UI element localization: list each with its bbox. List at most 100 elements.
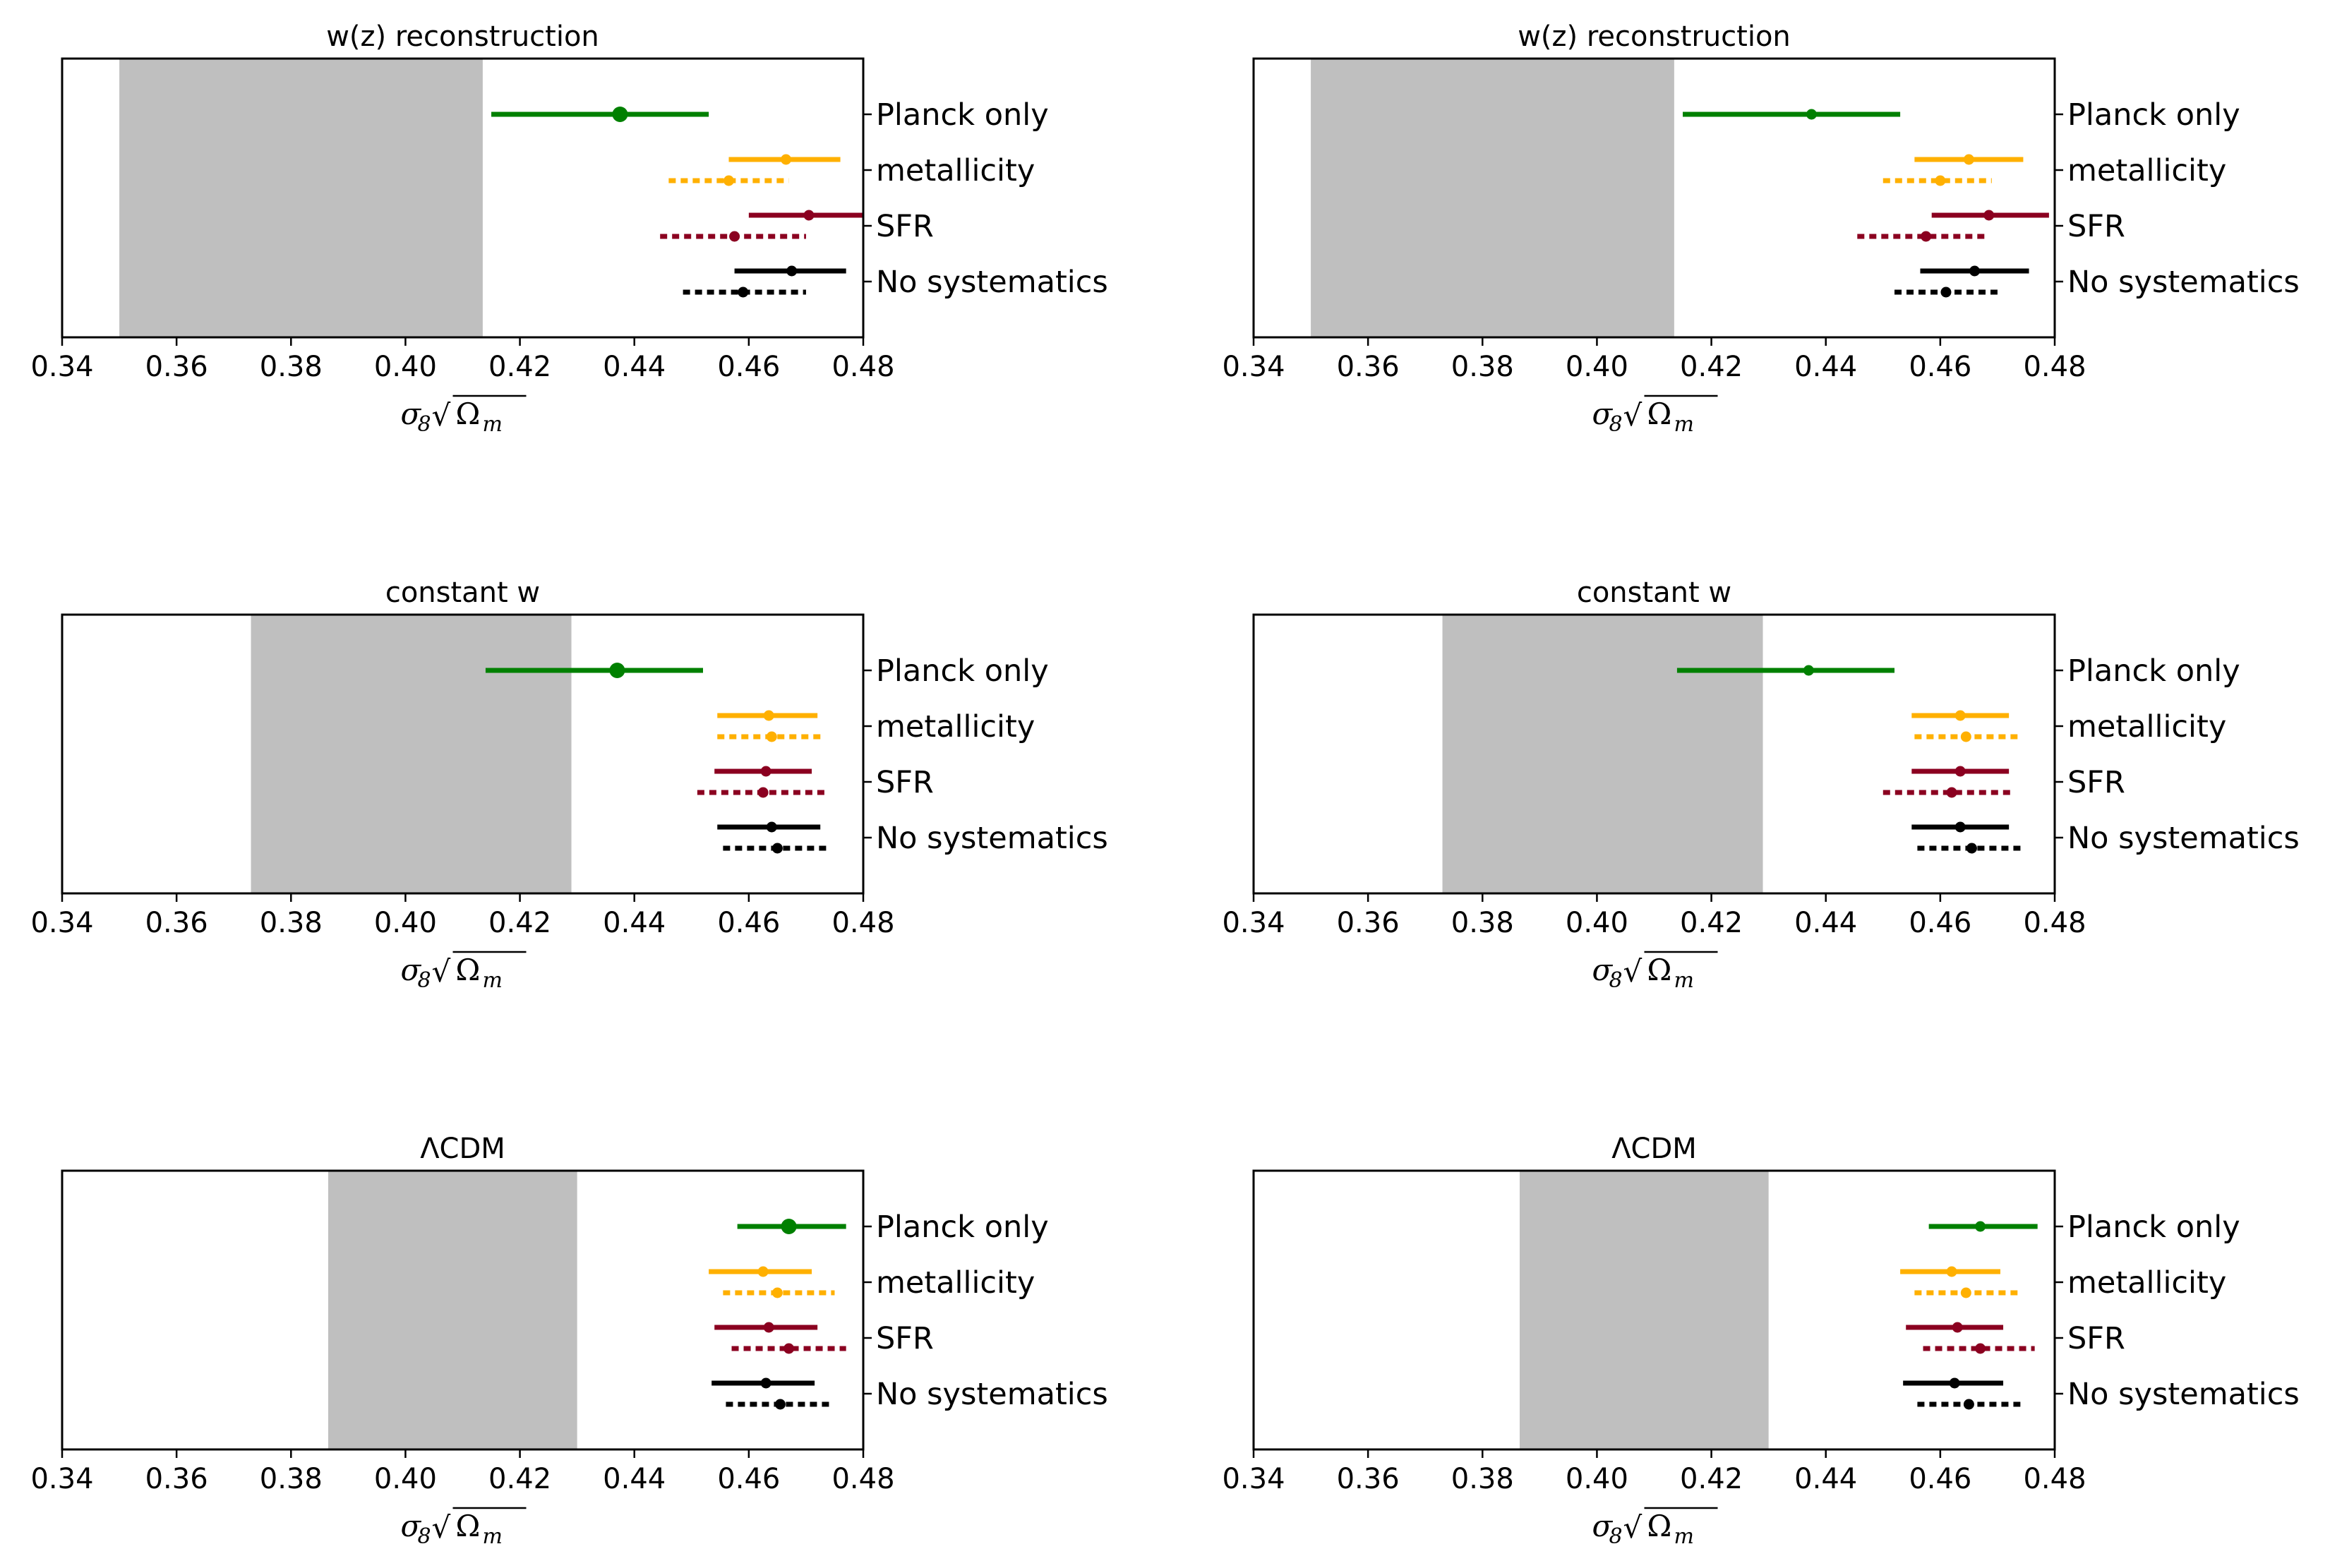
x-tick-label: 0.38 — [260, 351, 323, 383]
x-tick-label: 0.36 — [145, 351, 208, 383]
svg-text:Ω: Ω — [456, 953, 481, 987]
x-tick-label: 0.34 — [30, 351, 93, 383]
x-tick-label: 0.48 — [2023, 351, 2086, 383]
errorbar-point-sfr — [1954, 766, 1966, 777]
errorbar-point-metallicity — [766, 731, 777, 742]
svg-text:√: √ — [432, 954, 451, 989]
panel-6: ΛCDM 0.34 0.36 0.38 0.40 0.42 0.44 0.46 0.48 Plan… — [1222, 1133, 2299, 1549]
panel-title: ΛCDM — [420, 1133, 505, 1165]
x-tick-label: 0.40 — [1566, 1463, 1628, 1495]
x-tick-label: 0.40 — [374, 351, 437, 383]
x-tick-label: 0.36 — [145, 907, 208, 939]
row-label: No systematics — [876, 821, 1108, 856]
errorbar-point-metallicity — [757, 1266, 769, 1277]
panel-4: constant w 0.34 0.36 0.38 0.40 0.42 0.44 0.46 0.… — [1222, 577, 2299, 993]
x-tick-label: 0.40 — [1566, 351, 1628, 383]
reference-band — [328, 1171, 577, 1449]
x-tick-label: 0.34 — [30, 1463, 93, 1495]
errorbar-point-planck-only — [1803, 665, 1814, 676]
errorbar-point-sfr — [1975, 1343, 1986, 1354]
errorbar-point-no-systematics — [786, 265, 798, 277]
errorbar-point-no-systematics — [738, 287, 749, 298]
svg-text:m: m — [483, 1524, 503, 1549]
reference-band — [1519, 1171, 1769, 1449]
panel-2: w(z) reconstruction 0.34 0.36 0.38 0.40 0.42 0… — [1222, 20, 2299, 437]
x-tick-label: 0.40 — [374, 1463, 437, 1495]
errorbar-point-metallicity — [1963, 154, 1974, 165]
svg-text:m: m — [1674, 412, 1694, 437]
panel-5: ΛCDM 0.34 0.36 0.38 0.40 0.42 0.44 0.46 0.48 Plan… — [30, 1133, 1107, 1549]
x-tick-label: 0.44 — [1794, 907, 1857, 939]
errorbar-point-no-systematics — [774, 1399, 786, 1410]
errorbar-point-metallicity — [763, 710, 774, 721]
reference-band — [119, 59, 483, 337]
axes-frame — [1252, 57, 2056, 339]
errorbar-point-metallicity — [1954, 710, 1966, 721]
axes-frame — [1252, 1169, 2056, 1451]
row-label: SFR — [2067, 209, 2125, 244]
x-tick-label: 0.34 — [1222, 907, 1285, 939]
axes-frame — [61, 613, 865, 895]
axes-frame — [1252, 613, 2056, 895]
svg-text:√: √ — [1623, 398, 1643, 433]
errorbar-point-sfr — [1952, 1322, 1963, 1333]
x-tick-label: 0.38 — [260, 907, 323, 939]
x-tick-label: 0.44 — [603, 351, 666, 383]
panel-3: constant w 0.34 0.36 0.38 0.40 0.42 0.44 0.46 0.… — [30, 577, 1107, 993]
panel-title: ΛCDM — [1611, 1133, 1697, 1165]
errorbar-point-no-systematics — [1954, 821, 1966, 833]
svg-text:σ: σ — [401, 397, 422, 431]
x-tick-label: 0.48 — [2023, 907, 2086, 939]
errorbar-point-metallicity — [1960, 731, 1971, 742]
errorbar-point-metallicity — [781, 154, 792, 165]
errorbar-point-sfr — [1946, 787, 1957, 798]
row-label: SFR — [2067, 1321, 2125, 1356]
svg-text:σ: σ — [1592, 1509, 1614, 1543]
errorbar-point-sfr — [1921, 231, 1932, 242]
row-label: Planck only — [876, 97, 1049, 133]
x-tick-label: 0.46 — [717, 351, 780, 383]
svg-text:m: m — [1674, 968, 1694, 993]
x-tick-label: 0.48 — [2023, 1463, 2086, 1495]
x-tick-label: 0.34 — [30, 907, 93, 939]
errorbar-point-no-systematics — [1949, 1377, 1960, 1389]
row-label: SFR — [2067, 765, 2125, 800]
axes-frame — [61, 1169, 865, 1451]
panel-title: constant w — [1577, 577, 1731, 609]
row-label: metallicity — [876, 153, 1035, 188]
errorbar-point-planck-only — [612, 107, 628, 122]
errorbar-point-sfr — [1983, 210, 1995, 221]
reference-band — [1442, 615, 1763, 893]
x-tick-label: 0.48 — [831, 907, 894, 939]
svg-text:√: √ — [1623, 954, 1643, 989]
x-tick-label: 0.42 — [1680, 351, 1743, 383]
svg-text:Ω: Ω — [1647, 953, 1672, 987]
x-tick-label: 0.44 — [1794, 1463, 1857, 1495]
x-tick-label: 0.38 — [1451, 1463, 1514, 1495]
x-tick-label: 0.44 — [603, 1463, 666, 1495]
svg-text:Ω: Ω — [1647, 397, 1672, 431]
errorbar-point-no-systematics — [1963, 1399, 1974, 1410]
svg-text:Ω: Ω — [456, 1509, 481, 1543]
errorbar-point-no-systematics — [766, 821, 777, 833]
errorbar-point-metallicity — [771, 1287, 783, 1298]
row-label: No systematics — [876, 1377, 1108, 1412]
x-tick-label: 0.48 — [831, 1463, 894, 1495]
row-label: metallicity — [876, 709, 1035, 744]
x-tick-label: 0.36 — [1337, 907, 1400, 939]
x-tick-label: 0.34 — [1222, 351, 1285, 383]
x-tick-label: 0.44 — [1794, 351, 1857, 383]
x-tick-label: 0.40 — [374, 907, 437, 939]
x-tick-label: 0.36 — [145, 1463, 208, 1495]
x-tick-label: 0.36 — [1337, 351, 1400, 383]
errorbar-point-metallicity — [1960, 1287, 1971, 1298]
x-tick-label: 0.42 — [488, 907, 551, 939]
errorbar-point-metallicity — [1946, 1266, 1957, 1277]
svg-text:Ω: Ω — [456, 397, 481, 431]
svg-text:√: √ — [432, 398, 451, 433]
errorbar-point-no-systematics — [771, 843, 783, 854]
